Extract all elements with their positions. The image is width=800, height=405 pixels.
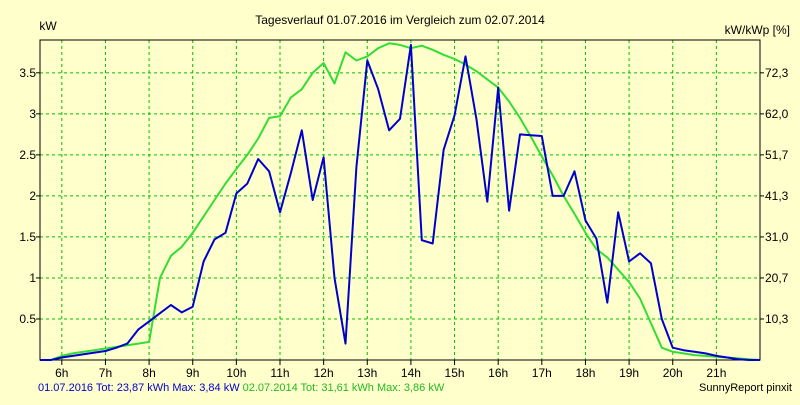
plot-frame [39,39,761,361]
x-tick-label: 6h [55,366,68,380]
y-tick-label-left: 3 [29,107,36,121]
y-tick-label-right: 20,7 [765,271,789,285]
y-tick-label-right: 62,0 [765,107,789,121]
credit-text: SunnyReport pinxit [699,382,792,394]
y-tick-label-right: 51,7 [765,148,789,162]
legend-series-2016: 01.07.2016 Tot: 23,87 kWh Max: 3,84 kW [38,382,240,394]
x-tick-label: 17h [532,366,552,380]
y-axis-left-label: kW [39,19,57,33]
x-tick-label: 18h [575,366,595,380]
y-tick-label-right: 41,3 [765,189,789,203]
x-tick-label: 9h [186,366,199,380]
y-tick-label-left: 3.5 [19,66,36,80]
y-tick-label-left: 2.5 [19,148,36,162]
x-tick-label: 15h [445,366,465,380]
y-tick-label-left: 0.5 [19,312,36,326]
series-layer [40,42,761,361]
series-line-01072016 [40,43,760,361]
x-tick-label: 10h [226,366,246,380]
grid-lines [40,40,760,360]
x-tick-label: 21h [706,366,726,380]
x-tick-label: 19h [619,366,639,380]
y-tick-label-right: 31,0 [765,230,789,244]
y-axis-right-label: kW/kWp [%] [725,23,790,37]
legend-series-2014: 02.07.2014 Tot: 31,61 kWh Max: 3,86 kW [242,382,445,394]
x-tick-label: 14h [401,366,421,380]
x-tick-label: 12h [314,366,334,380]
y-tick-label-left: 2 [29,189,36,203]
x-tick-label: 13h [357,366,377,380]
series-line-02072014 [40,42,761,361]
x-tick-label: 8h [142,366,155,380]
y-tick-label-left: 1 [29,271,36,285]
y-tick-label-right: 10,3 [765,312,789,326]
x-tick-label: 7h [99,366,112,380]
x-tick-label: 16h [488,366,508,380]
legend: 01.07.2016 Tot: 23,87 kWh Max: 3,84 kW 0… [38,382,444,394]
chart-title: Tagesverlauf 01.07.2016 im Vergleich zum… [255,13,545,27]
x-tick-label: 20h [663,366,683,380]
tick-labels: 6h 7h 8h 9h 10h 11h 12h 13h 14h 15h 16h 17h 18h 19h 20… [19,66,788,380]
y-tick-label-right: 72,3 [765,66,789,80]
x-tick-label: 11h [270,366,289,380]
y-tick-label-left: 1.5 [19,230,36,244]
